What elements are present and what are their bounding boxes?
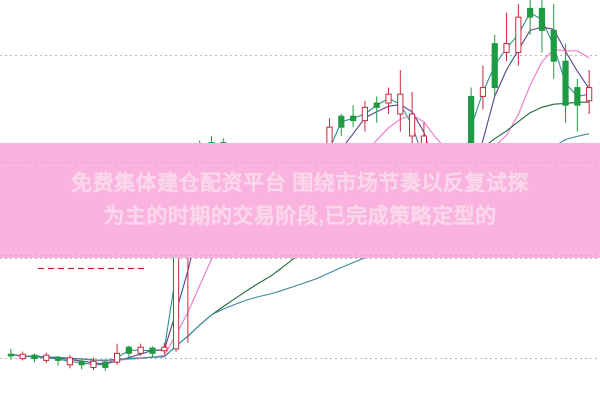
gridline-top-of-band [0,162,600,163]
watermark-line-2: 为主的时期的交易阶段,已完成策略定型的 [103,204,497,228]
watermark-line-1: 免费集体建仓配资平台 围绕市场节奏以反复试探 [71,171,529,195]
gridline-bottom-of-band [0,255,600,256]
watermark-overlay-band: 免费集体建仓配资平台 围绕市场节奏以反复试探 为主的时期的交易阶段,已完成策略定… [0,143,600,258]
